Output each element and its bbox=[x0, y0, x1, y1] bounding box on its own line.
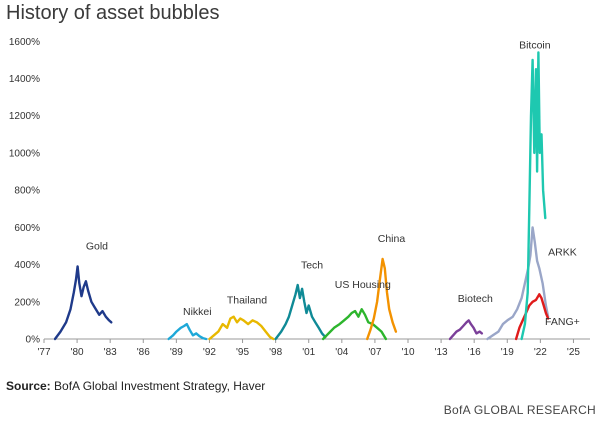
y-tick-label: 1400% bbox=[9, 74, 40, 85]
series-line-fang bbox=[514, 293, 550, 341]
series-label-biotech: Biotech bbox=[458, 293, 493, 305]
y-tick-label: 1200% bbox=[9, 111, 40, 122]
x-tick-label: '10 bbox=[401, 347, 414, 358]
series-line-tech bbox=[274, 283, 327, 341]
y-tick-label: 200% bbox=[14, 297, 40, 308]
y-tick-label: 0% bbox=[26, 335, 41, 346]
series-labels: Gold Nikkei Thailand Tech US Housing China Bio… bbox=[86, 40, 580, 328]
series-label-arkk: ARKK bbox=[548, 246, 577, 258]
x-tick-label: '19 bbox=[501, 347, 514, 358]
source-note: Source: BofA Global Investment Strategy,… bbox=[6, 379, 265, 393]
x-tick-label: '01 bbox=[302, 347, 315, 358]
series-lines bbox=[53, 51, 550, 341]
y-tick-label: 400% bbox=[14, 260, 40, 271]
series-line-arkk bbox=[486, 226, 550, 341]
series-line-gold bbox=[53, 265, 113, 341]
source-label: Source: bbox=[6, 379, 51, 393]
series-label-china: China bbox=[378, 233, 406, 245]
series-line-biotech bbox=[448, 319, 484, 341]
x-tick-label: '22 bbox=[534, 347, 547, 358]
x-tick-label: '89 bbox=[170, 347, 183, 358]
y-axis-ticks: 0% 200% 400% 600% 800% 1000% 1200% 1400% 1600% bbox=[9, 37, 40, 346]
x-tick-label: '13 bbox=[435, 347, 448, 358]
series-line-us-housing bbox=[321, 308, 388, 341]
x-tick-label: '25 bbox=[567, 347, 580, 358]
series-label-fang: FANG+ bbox=[545, 316, 580, 328]
x-tick-label: '95 bbox=[236, 347, 249, 358]
x-tick-label: '92 bbox=[203, 347, 216, 358]
y-tick-label: 600% bbox=[14, 223, 40, 234]
series-label-tech: Tech bbox=[301, 259, 323, 271]
y-tick-label: 1000% bbox=[9, 148, 40, 159]
x-tick-label: '86 bbox=[137, 347, 150, 358]
series-line-bitcoin bbox=[520, 51, 547, 341]
x-tick-label: '07 bbox=[368, 347, 381, 358]
brand-footer: BofA GLOBAL RESEARCH bbox=[443, 403, 596, 417]
series-label-thailand: Thailand bbox=[227, 295, 267, 307]
x-tick-label: '98 bbox=[269, 347, 282, 358]
chart-title: History of asset bubbles bbox=[6, 2, 220, 24]
x-tick-label: '77 bbox=[37, 347, 50, 358]
source-text: BofA Global Investment Strategy, Haver bbox=[54, 379, 266, 393]
x-tick-label: '80 bbox=[71, 347, 84, 358]
x-tick-label: '04 bbox=[335, 347, 348, 358]
y-tick-label: 800% bbox=[14, 186, 40, 197]
series-line-thailand bbox=[208, 315, 275, 341]
x-tick-label: '83 bbox=[104, 347, 117, 358]
series-label-us-housing: US Housing bbox=[335, 279, 391, 291]
series-label-nikkei: Nikkei bbox=[183, 306, 212, 318]
series-label-gold: Gold bbox=[86, 241, 108, 253]
series-label-bitcoin: Bitcoin bbox=[519, 40, 551, 52]
series-line-china bbox=[366, 257, 398, 341]
x-tick-label: '16 bbox=[468, 347, 481, 358]
y-tick-label: 1600% bbox=[9, 37, 40, 48]
series-line-nikkei bbox=[167, 322, 208, 341]
x-axis-ticks: '77 '80 '83 '86 '89 '92 '95 '98 '01 '04 '07 '10 '13 '… bbox=[37, 339, 580, 358]
